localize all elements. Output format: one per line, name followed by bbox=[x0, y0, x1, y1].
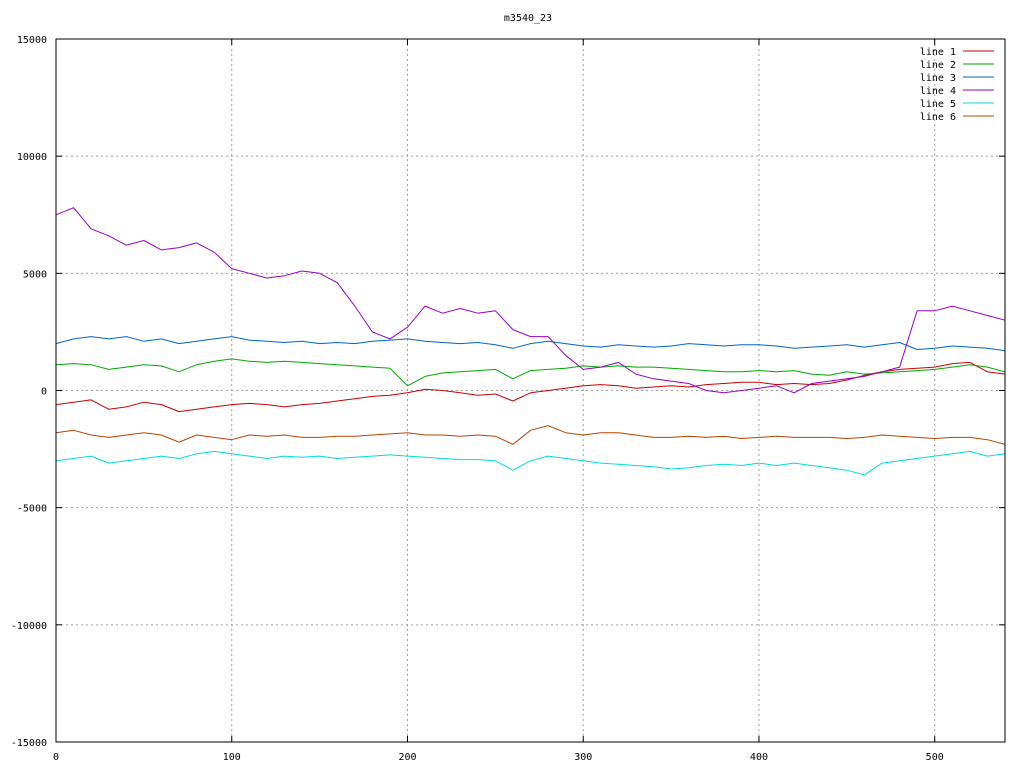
chart-title: m3540_23 bbox=[504, 13, 552, 24]
legend-label: line 4 bbox=[920, 86, 956, 97]
x-tick-label: 200 bbox=[398, 752, 416, 763]
series-line-5 bbox=[55, 450, 1006, 476]
axis-ticks: -15000 -10000 -5000 0 5000 10000 15000 0 100 200 3… bbox=[11, 35, 1005, 763]
legend: line 1 line 2 line 3 line 4 line 5 line 6 bbox=[920, 47, 994, 123]
y-tick-label: 5000 bbox=[23, 269, 47, 280]
legend-label: line 6 bbox=[920, 112, 956, 123]
series-line-1 bbox=[55, 361, 1006, 413]
y-tick-label: 10000 bbox=[17, 152, 47, 163]
x-tick-label: 300 bbox=[574, 752, 592, 763]
legend-label: line 5 bbox=[920, 99, 956, 110]
y-tick-label: -15000 bbox=[11, 738, 47, 749]
legend-label: line 1 bbox=[920, 47, 956, 58]
series-lines bbox=[55, 207, 1006, 476]
grid bbox=[56, 39, 1005, 742]
y-tick-label: -10000 bbox=[11, 621, 47, 632]
x-tick-label: 100 bbox=[223, 752, 241, 763]
y-tick-label: 0 bbox=[41, 387, 47, 398]
legend-label: line 2 bbox=[920, 60, 956, 71]
x-tick-label: 0 bbox=[53, 752, 59, 763]
series-line-4 bbox=[55, 207, 1006, 394]
x-tick-label: 400 bbox=[750, 752, 768, 763]
y-tick-label: 15000 bbox=[17, 35, 47, 46]
series-line-6 bbox=[55, 425, 1006, 445]
y-tick-label: -5000 bbox=[17, 504, 47, 515]
series-line-3 bbox=[55, 336, 1006, 352]
legend-label: line 3 bbox=[920, 73, 956, 84]
x-tick-label: 500 bbox=[926, 752, 944, 763]
series-line-2 bbox=[55, 358, 1006, 387]
